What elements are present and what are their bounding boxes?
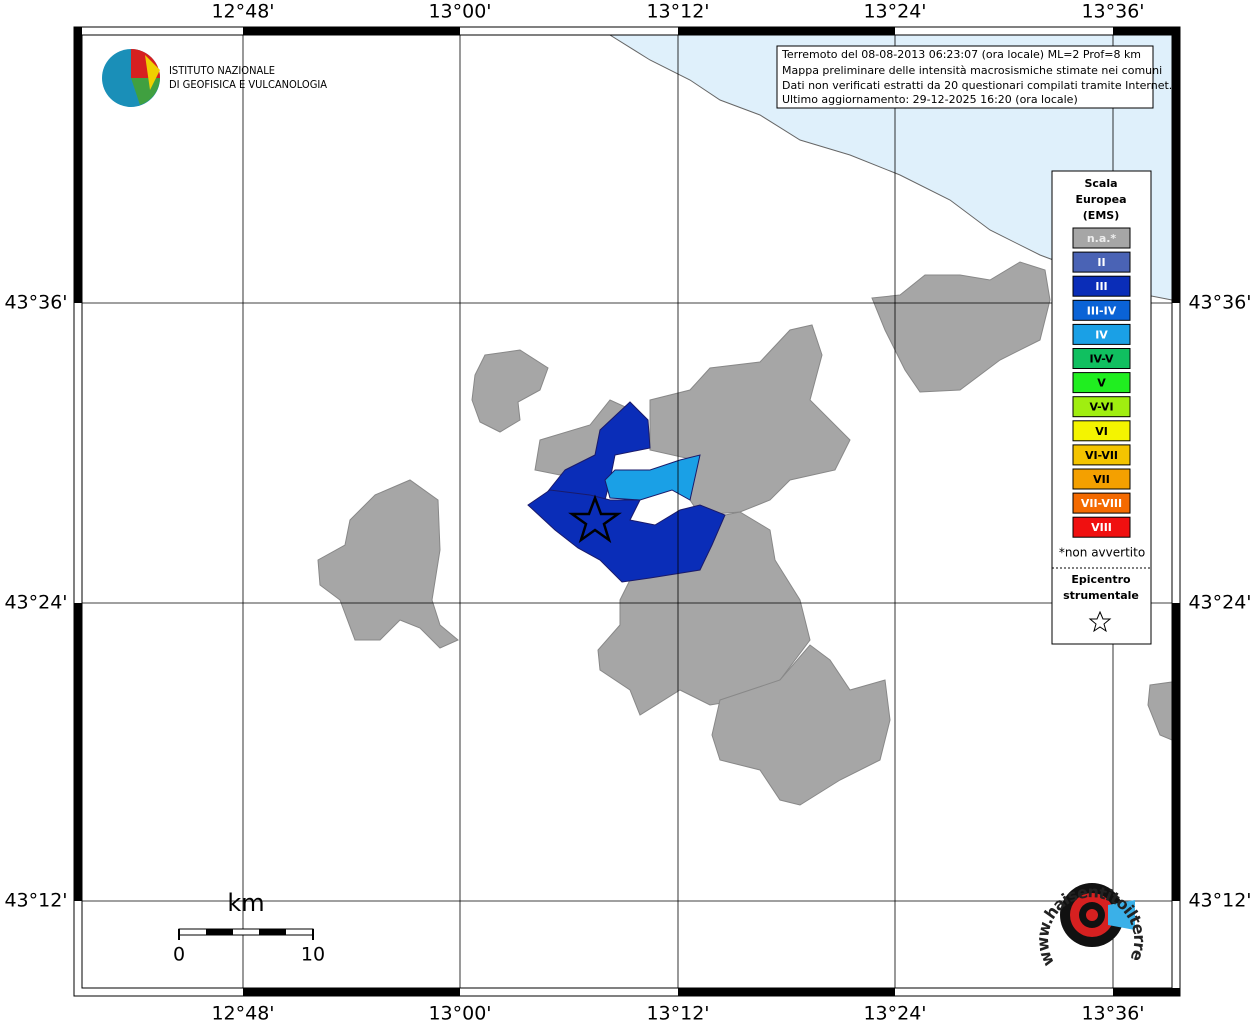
legend-label: V <box>1097 377 1106 390</box>
legend-label: III-IV <box>1087 304 1117 317</box>
legend-swatch <box>1072 492 1131 514</box>
legend-swatch <box>1072 348 1131 369</box>
legend-label: III <box>1095 280 1107 293</box>
scale-tick: 0 <box>173 944 185 966</box>
legend-label: II <box>1097 256 1105 269</box>
lon-label: 13°24' <box>863 1 926 23</box>
info-line: Terremoto del 08-08-2013 06:23:07 (ora l… <box>781 48 1141 61</box>
legend-swatch <box>1072 275 1131 297</box>
lat-label: 43°12' <box>1188 890 1251 912</box>
info-line: Ultimo aggiornamento: 29-12-2025 16:20 (… <box>782 93 1078 106</box>
legend: Scala Europea (EMS) *non avvertito Epice… <box>1051 170 1152 645</box>
region-iv <box>604 454 701 501</box>
legend-label: VI <box>1095 425 1108 438</box>
lon-label: 13°12' <box>646 1003 709 1025</box>
legend-swatch <box>1072 396 1131 418</box>
legend-swatch <box>1072 323 1131 345</box>
info-line: Dati non verificati estratti da 20 quest… <box>782 79 1172 92</box>
legend-label: VII <box>1093 473 1110 486</box>
legend-swatch <box>1072 372 1131 394</box>
lat-label: 43°24' <box>4 592 67 614</box>
lat-label: 43°24' <box>1188 592 1251 614</box>
lon-label: 13°12' <box>646 1 709 23</box>
lon-label: 13°00' <box>428 1003 491 1025</box>
ingv-logo: ISTITUTO NAZIONALE DI GEOFISICA E VULCAN… <box>102 49 327 107</box>
legend-swatch <box>1072 299 1131 321</box>
legend-epicenter: strumentale <box>1063 589 1139 602</box>
legend-label: VIII <box>1091 521 1112 534</box>
lon-label: 13°36' <box>1081 1003 1144 1025</box>
legend-label: n.a.* <box>1087 232 1117 245</box>
legend-label: IV <box>1095 328 1108 341</box>
axis-labels: 12°48' 12°48' 13°00' 13°00' 13°12' 13°12' 13°2… <box>4 1 1251 1025</box>
lon-label: 13°36' <box>1081 1 1144 23</box>
lon-label: 12°48' <box>211 1003 274 1025</box>
graticule <box>82 35 1172 988</box>
legend-swatch <box>1072 468 1131 490</box>
logo-text: DI GEOFISICA E VULCANOLOGIA <box>169 78 327 91</box>
legend-title: Europea <box>1075 193 1126 206</box>
frame <box>73 26 1181 997</box>
legend-star <box>1088 610 1112 633</box>
legend-swatch <box>1072 420 1131 442</box>
scale-tick: 10 <box>301 944 325 966</box>
legend-title: Scala <box>1084 177 1117 190</box>
legend-epicenter: Epicentro <box>1071 573 1131 586</box>
scale-bar: km 0 10 <box>173 889 325 966</box>
lon-label: 13°00' <box>428 1 491 23</box>
legend-label: VII-VIII <box>1081 497 1122 510</box>
info-line: Mappa preliminare delle intensità macros… <box>782 64 1162 77</box>
legend-title: (EMS) <box>1083 209 1119 222</box>
legend-swatch <box>1072 444 1131 466</box>
lon-label: 12°48' <box>211 1 274 23</box>
lat-label: 43°12' <box>4 890 67 912</box>
scale-unit: km <box>227 889 264 917</box>
legend-label: VI-VII <box>1085 449 1118 462</box>
legend-swatch <box>1072 251 1131 273</box>
legend-swatch <box>1072 516 1131 538</box>
legend-label: IV-V <box>1089 353 1114 366</box>
lat-label: 43°36' <box>4 292 67 314</box>
lat-label: 43°36' <box>1188 292 1251 314</box>
info-box: Terremoto del 08-08-2013 06:23:07 (ora l… <box>776 45 1172 109</box>
epicenter <box>568 494 622 544</box>
logo-text: ISTITUTO NAZIONALE <box>169 64 275 77</box>
legend-note: *non avvertito <box>1059 546 1145 560</box>
legend-label: V-VI <box>1089 401 1113 414</box>
lon-label: 13°24' <box>863 1003 926 1025</box>
legend-swatch <box>1072 227 1131 249</box>
